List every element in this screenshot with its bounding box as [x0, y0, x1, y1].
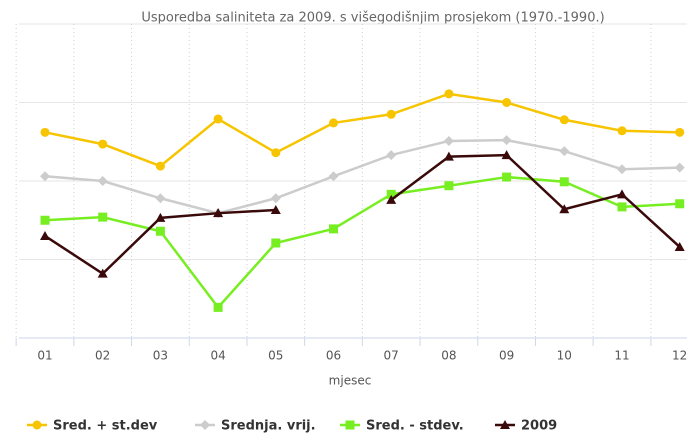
- marker: [329, 118, 338, 128]
- marker: [674, 162, 685, 173]
- marker: [386, 109, 396, 119]
- marker: [155, 161, 165, 171]
- legend-item: Sred. + st.dev: [27, 419, 158, 434]
- marker: [270, 193, 281, 204]
- x-tick-label: 10: [557, 349, 572, 363]
- x-tick-label: 05: [268, 349, 283, 363]
- marker: [155, 193, 166, 204]
- marker: [213, 114, 223, 124]
- chart-title: Usporedba saliniteta za 2009. s višegodi…: [141, 11, 604, 26]
- legend-text: Srednja. vrij.: [221, 419, 316, 434]
- x-tick-label: 07: [384, 349, 399, 363]
- marker: [617, 164, 627, 175]
- marker: [500, 420, 510, 429]
- x-tick-label: 08: [441, 349, 456, 363]
- legend-item: Srednja. vrij.: [195, 419, 316, 434]
- x-tick-label: 11: [614, 349, 629, 363]
- marker: [98, 139, 108, 149]
- marker: [501, 150, 512, 160]
- marker: [559, 115, 569, 125]
- marker: [444, 181, 454, 191]
- x-tick-label: 01: [37, 349, 52, 363]
- marker: [559, 146, 570, 157]
- marker: [443, 135, 454, 146]
- x-tick-label: 02: [95, 349, 110, 363]
- marker: [271, 148, 281, 158]
- marker: [617, 189, 627, 199]
- series-line: [44, 138, 680, 215]
- marker: [674, 241, 685, 251]
- marker: [386, 194, 397, 204]
- marker: [40, 127, 50, 137]
- x-axis-label: mjesec: [329, 374, 372, 388]
- marker: [97, 268, 108, 278]
- marker: [386, 189, 396, 199]
- marker: [40, 171, 50, 182]
- marker: [675, 127, 685, 137]
- legend-item: Sred. - stdev.: [340, 419, 464, 434]
- marker: [675, 199, 685, 209]
- x-tick-label: 04: [210, 349, 225, 363]
- marker: [559, 204, 570, 214]
- marker: [345, 420, 355, 430]
- legend-text: 2009: [521, 419, 557, 434]
- legend-text: Sred. + st.dev: [53, 419, 158, 434]
- marker: [155, 226, 165, 236]
- x-tick-label: 06: [326, 349, 341, 363]
- marker: [200, 420, 210, 430]
- marker: [617, 202, 627, 212]
- legend-item: 2009: [495, 419, 557, 434]
- marker: [502, 98, 512, 107]
- legend-text: Sred. - stdev.: [366, 419, 464, 434]
- marker: [213, 208, 224, 218]
- marker: [40, 230, 50, 240]
- marker: [617, 126, 627, 136]
- marker: [444, 89, 454, 99]
- marker: [271, 238, 281, 248]
- marker: [98, 212, 108, 222]
- series-line: [44, 92, 680, 168]
- marker: [155, 212, 166, 222]
- marker: [501, 135, 512, 146]
- marker: [502, 172, 512, 182]
- marker: [97, 176, 108, 186]
- x-tick-label: 09: [499, 349, 514, 363]
- marker: [329, 224, 338, 234]
- marker: [270, 205, 281, 215]
- x-tick-label: 12: [672, 349, 687, 363]
- marker: [213, 302, 223, 312]
- marker: [386, 150, 397, 161]
- x-tick-label: 03: [153, 349, 168, 363]
- marker: [443, 151, 454, 161]
- marker: [328, 171, 339, 182]
- marker: [559, 177, 569, 187]
- marker: [32, 420, 42, 430]
- marker: [40, 215, 50, 225]
